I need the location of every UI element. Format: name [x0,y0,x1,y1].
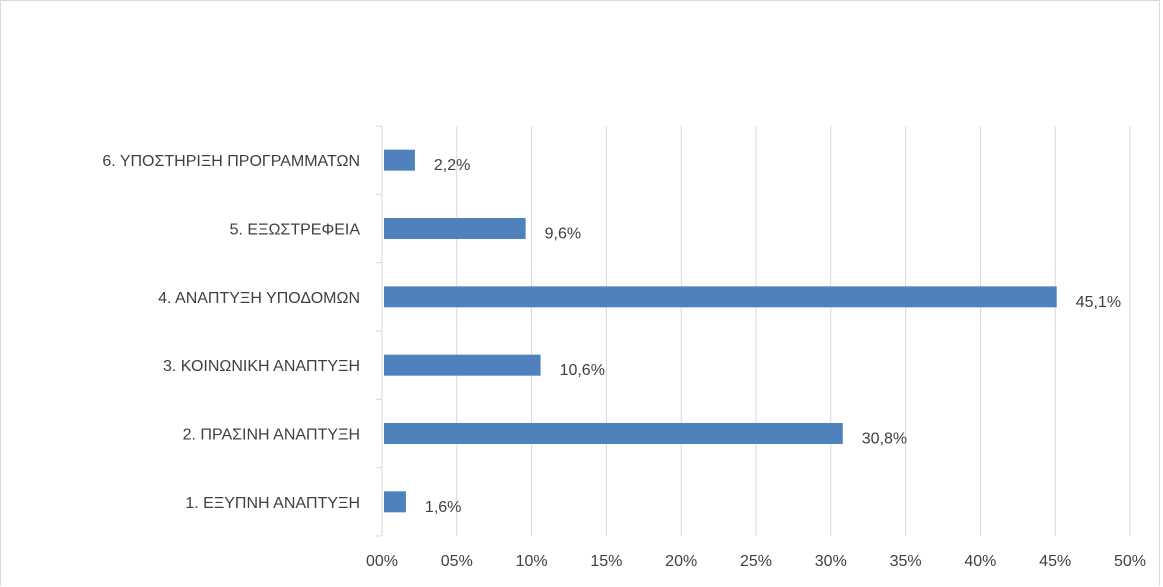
bar [384,491,406,513]
category-label: 3. ΚΟΙΝΩΝΙΚΗ ΑΝΑΠΤΥΞΗ [163,358,360,375]
data-label: 2,2% [434,157,470,174]
category-label: 6. ΥΠΟΣΤΗΡΙΞΗ ΠΡΟΓΡΑΜΜΑΤΩΝ [102,153,360,170]
category-label: 1. ΕΞΥΠΝΗ ΑΝΑΠΤΥΞΗ [185,495,360,512]
bar [384,354,541,376]
category-label: 2. ΠΡΑΣΙΝΗ ΑΝΑΠΤΥΞΗ [183,427,360,444]
x-tick-label: 20% [665,553,697,570]
bar [384,218,526,239]
x-tick-label: 05% [441,553,473,570]
bars [384,149,1057,513]
x-tick-label: 00% [366,553,398,570]
data-label: 9,6% [545,226,581,243]
x-tick-label: 35% [890,553,922,570]
data-label: 30,8% [862,431,907,448]
bar [384,423,843,444]
category-axis [376,125,383,537]
x-tick-label: 10% [516,553,548,570]
data-label: 1,6% [425,499,461,516]
gridlines [456,126,1131,536]
x-tick-label: 30% [815,553,847,570]
category-label: 4. ΑΝΑΠΤΥΞΗ ΥΠΟΔΟΜΩΝ [158,290,360,307]
bar [384,286,1057,308]
x-tick-label: 25% [740,553,772,570]
x-tick-label: 40% [964,553,996,570]
category-label: 5. ΕΞΩΣΤΡΕΦΕΙΑ [230,222,361,239]
x-tick-label: 50% [1114,553,1146,570]
data-label: 45,1% [1076,294,1121,311]
x-tick-label: 15% [590,553,622,570]
x-tick-label: 45% [1039,553,1071,570]
labels: 00% 05% 10% 15% 20% 25% 30% 35% 40% 45% 50% 6. ΥΠΟΣ… [102,153,1146,570]
bar [384,149,415,171]
data-label: 10,6% [560,362,605,379]
